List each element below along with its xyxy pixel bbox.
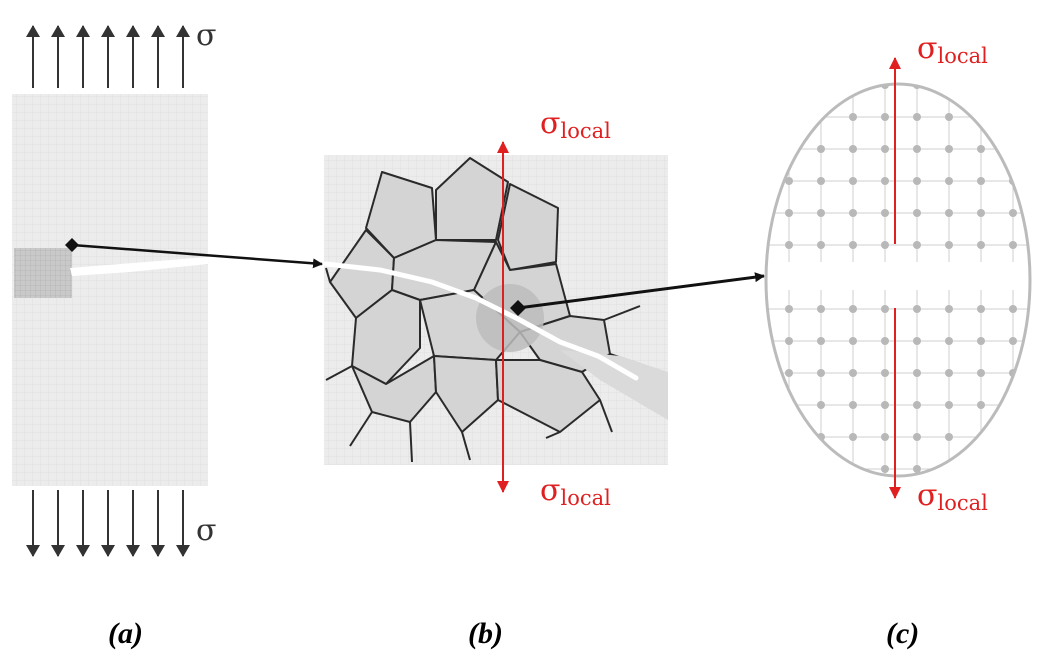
applied-stress-top-label: σ [196, 18, 216, 53]
caption-a: (a) [108, 617, 143, 650]
local-stress-top-label-b: σlocal [540, 106, 611, 143]
macro-crack [70, 257, 208, 276]
crack-tip-region [14, 248, 72, 298]
local-stress-region [476, 284, 544, 352]
grain-cluster [329, 157, 611, 433]
atomic-lattice [766, 84, 1030, 476]
intergranular-crack [323, 261, 639, 381]
local-stress-bottom-label-b: σlocal [540, 473, 611, 510]
local-stress-bottom-label-c: σlocal [917, 478, 988, 515]
crack-gap [766, 262, 1030, 290]
atomic-view-boundary [764, 82, 1032, 478]
top-load-arrows [26, 25, 190, 88]
local-stress-top-label-c: σlocal [917, 31, 988, 68]
caption-b: (b) [468, 617, 503, 650]
bottom-load-arrows [26, 490, 190, 557]
zoom-arrow-b-to-c [517, 272, 765, 310]
process-zone-shadow [560, 350, 668, 420]
zoom-arrow-a-to-b [71, 243, 323, 269]
panel-c: σlocal σlocal (c) [764, 31, 1032, 650]
panel-b: σlocal σlocal (b) [323, 106, 765, 650]
applied-stress-bottom-label: σ [196, 513, 216, 548]
panel-a: σ σ (a) [12, 18, 323, 650]
caption-c: (c) [886, 617, 919, 650]
